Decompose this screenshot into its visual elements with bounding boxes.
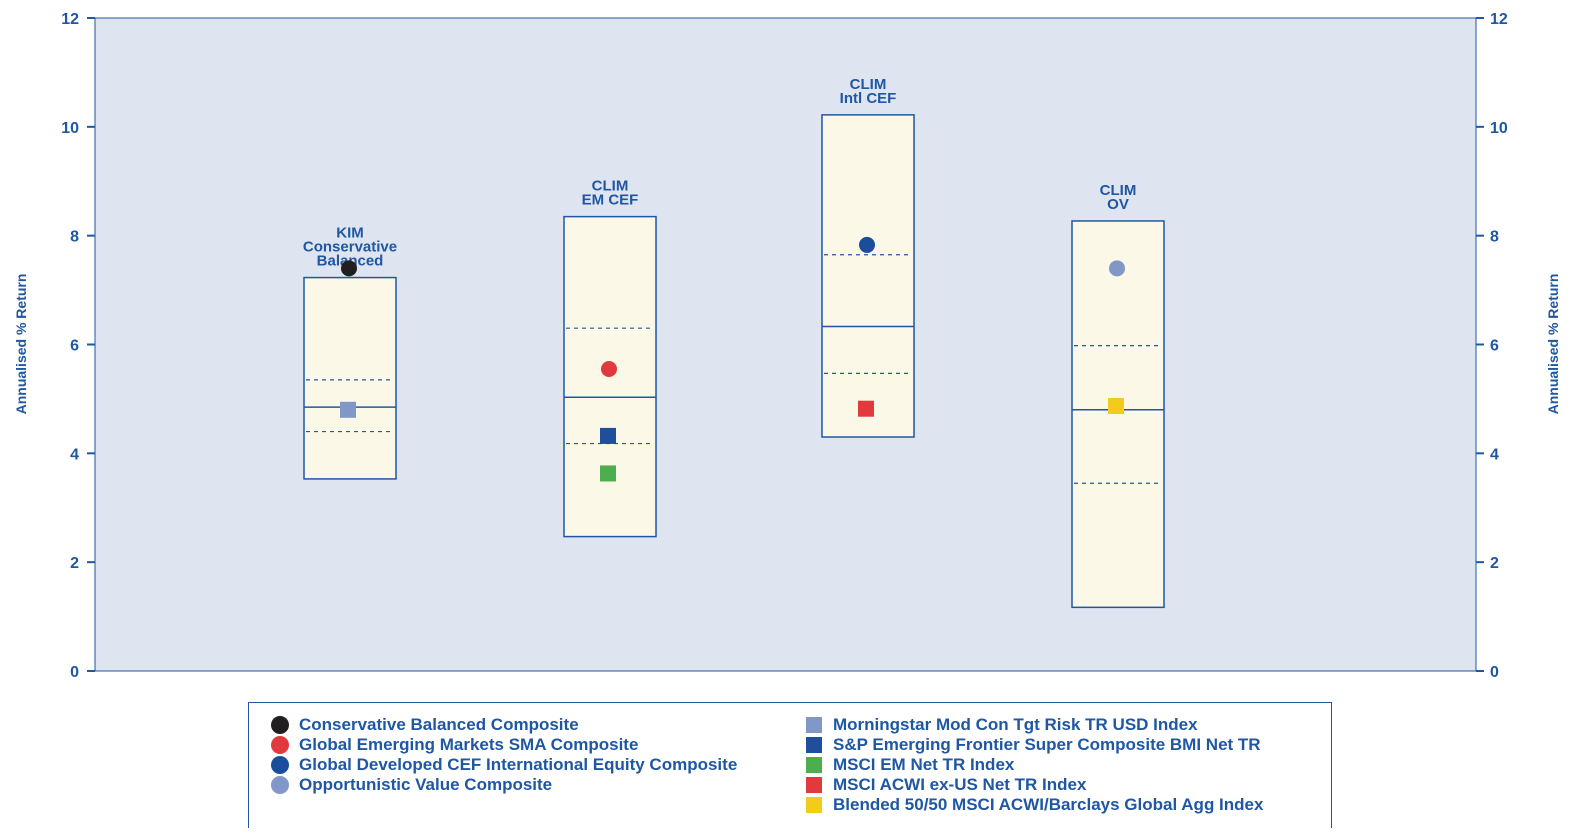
- index-marker: [600, 465, 616, 482]
- left-tick-label: 6: [70, 338, 79, 355]
- composite-marker: [1109, 260, 1125, 277]
- left-tick-label: 8: [70, 229, 79, 246]
- legend-label: Global Developed CEF International Equit…: [299, 755, 738, 774]
- square-marker-icon: [806, 757, 822, 773]
- legend-label: Morningstar Mod Con Tgt Risk TR USD Inde…: [833, 715, 1198, 734]
- legend-item: Blended 50/50 MSCI ACWI/Barclays Global …: [805, 795, 1263, 815]
- legend-item: Global Developed CEF International Equit…: [271, 755, 737, 775]
- legend-label: MSCI ACWI ex-US Net TR Index: [833, 775, 1087, 794]
- right-tick-label: 6: [1490, 338, 1499, 355]
- right-tick-label: 10: [1490, 120, 1508, 137]
- legend-column-indices: Morningstar Mod Con Tgt Risk TR USD Inde…: [805, 715, 1263, 815]
- circle-marker-icon: [271, 776, 289, 794]
- legend-item: MSCI EM Net TR Index: [805, 755, 1263, 775]
- legend-item: Morningstar Mod Con Tgt Risk TR USD Inde…: [805, 715, 1263, 735]
- legend-item: Opportunistic Value Composite: [271, 775, 737, 795]
- y-axis-label-left: Annualised % Return: [13, 274, 29, 415]
- legend-label: Opportunistic Value Composite: [299, 775, 553, 794]
- plot-area: [94, 17, 1477, 672]
- left-tick-label: 12: [61, 11, 79, 28]
- y-axis-label-right: Annualised % Return: [1545, 274, 1561, 415]
- legend-label: Global Emerging Markets SMA Composite: [299, 735, 639, 754]
- legend-label: Blended 50/50 MSCI ACWI/Barclays Global …: [833, 795, 1264, 814]
- range-box: [303, 276, 397, 480]
- square-marker-icon: [806, 717, 822, 733]
- range-box: [1071, 220, 1165, 609]
- fund-label-line: CLIM: [592, 178, 629, 195]
- index-marker: [340, 401, 356, 418]
- right-tick-label: 12: [1490, 11, 1508, 28]
- composite-marker: [341, 260, 357, 277]
- square-marker-icon: [806, 797, 822, 813]
- left-tick-label: 10: [61, 120, 79, 137]
- legend-label: S&P Emerging Frontier Super Composite BM…: [833, 735, 1261, 754]
- fund-label-line: CLIM: [1100, 182, 1137, 199]
- right-tick-label: 4: [1490, 446, 1499, 463]
- right-tick-label: 0: [1490, 664, 1499, 681]
- circle-marker-icon: [271, 716, 289, 734]
- left-tick-label: 0: [70, 664, 79, 681]
- fund-label-line: CLIM: [850, 76, 887, 93]
- legend-item: MSCI ACWI ex-US Net TR Index: [805, 775, 1263, 795]
- legend-item: S&P Emerging Frontier Super Composite BM…: [805, 735, 1263, 755]
- composite-marker: [601, 360, 617, 377]
- box-chart: 0 0 2 2 4 4 6 6 8 8 10 10 12 12 KIMConservativeBalanc…: [13, 11, 1561, 681]
- square-marker-icon: [806, 737, 822, 753]
- box-groups: KIMConservativeBalancedCLIMEM CEFCLIMInt…: [303, 76, 1165, 609]
- index-marker: [1108, 397, 1124, 414]
- legend-label: Conservative Balanced Composite: [299, 715, 579, 734]
- fund-label-line: OV: [1107, 196, 1129, 213]
- box-group: KIMConservativeBalanced: [303, 225, 397, 480]
- range-box: [821, 114, 915, 438]
- fund-label-line: EM CEF: [582, 192, 639, 209]
- square-marker-icon: [806, 777, 822, 793]
- right-tick-label: 2: [1490, 555, 1499, 572]
- fund-label-line: KIM: [336, 225, 364, 242]
- legend-item: Conservative Balanced Composite: [271, 715, 737, 735]
- fund-label-line: Conservative: [303, 239, 397, 256]
- legend: Conservative Balanced Composite Global Em…: [248, 702, 1332, 828]
- legend-label: MSCI EM Net TR Index: [833, 755, 1015, 774]
- right-tick-label: 8: [1490, 229, 1499, 246]
- legend-column-composites: Conservative Balanced Composite Global Em…: [271, 715, 737, 795]
- left-tick-label: 2: [70, 555, 79, 572]
- circle-marker-icon: [271, 756, 289, 774]
- circle-marker-icon: [271, 736, 289, 754]
- axes: 0 0 2 2 4 4 6 6 8 8 10 10 12 12: [61, 11, 1508, 681]
- left-tick-label: 4: [70, 446, 79, 463]
- index-marker: [600, 427, 616, 444]
- fund-label-line: Intl CEF: [840, 90, 897, 107]
- composite-marker: [859, 236, 875, 253]
- legend-item: Global Emerging Markets SMA Composite: [271, 735, 737, 755]
- index-marker: [858, 400, 874, 417]
